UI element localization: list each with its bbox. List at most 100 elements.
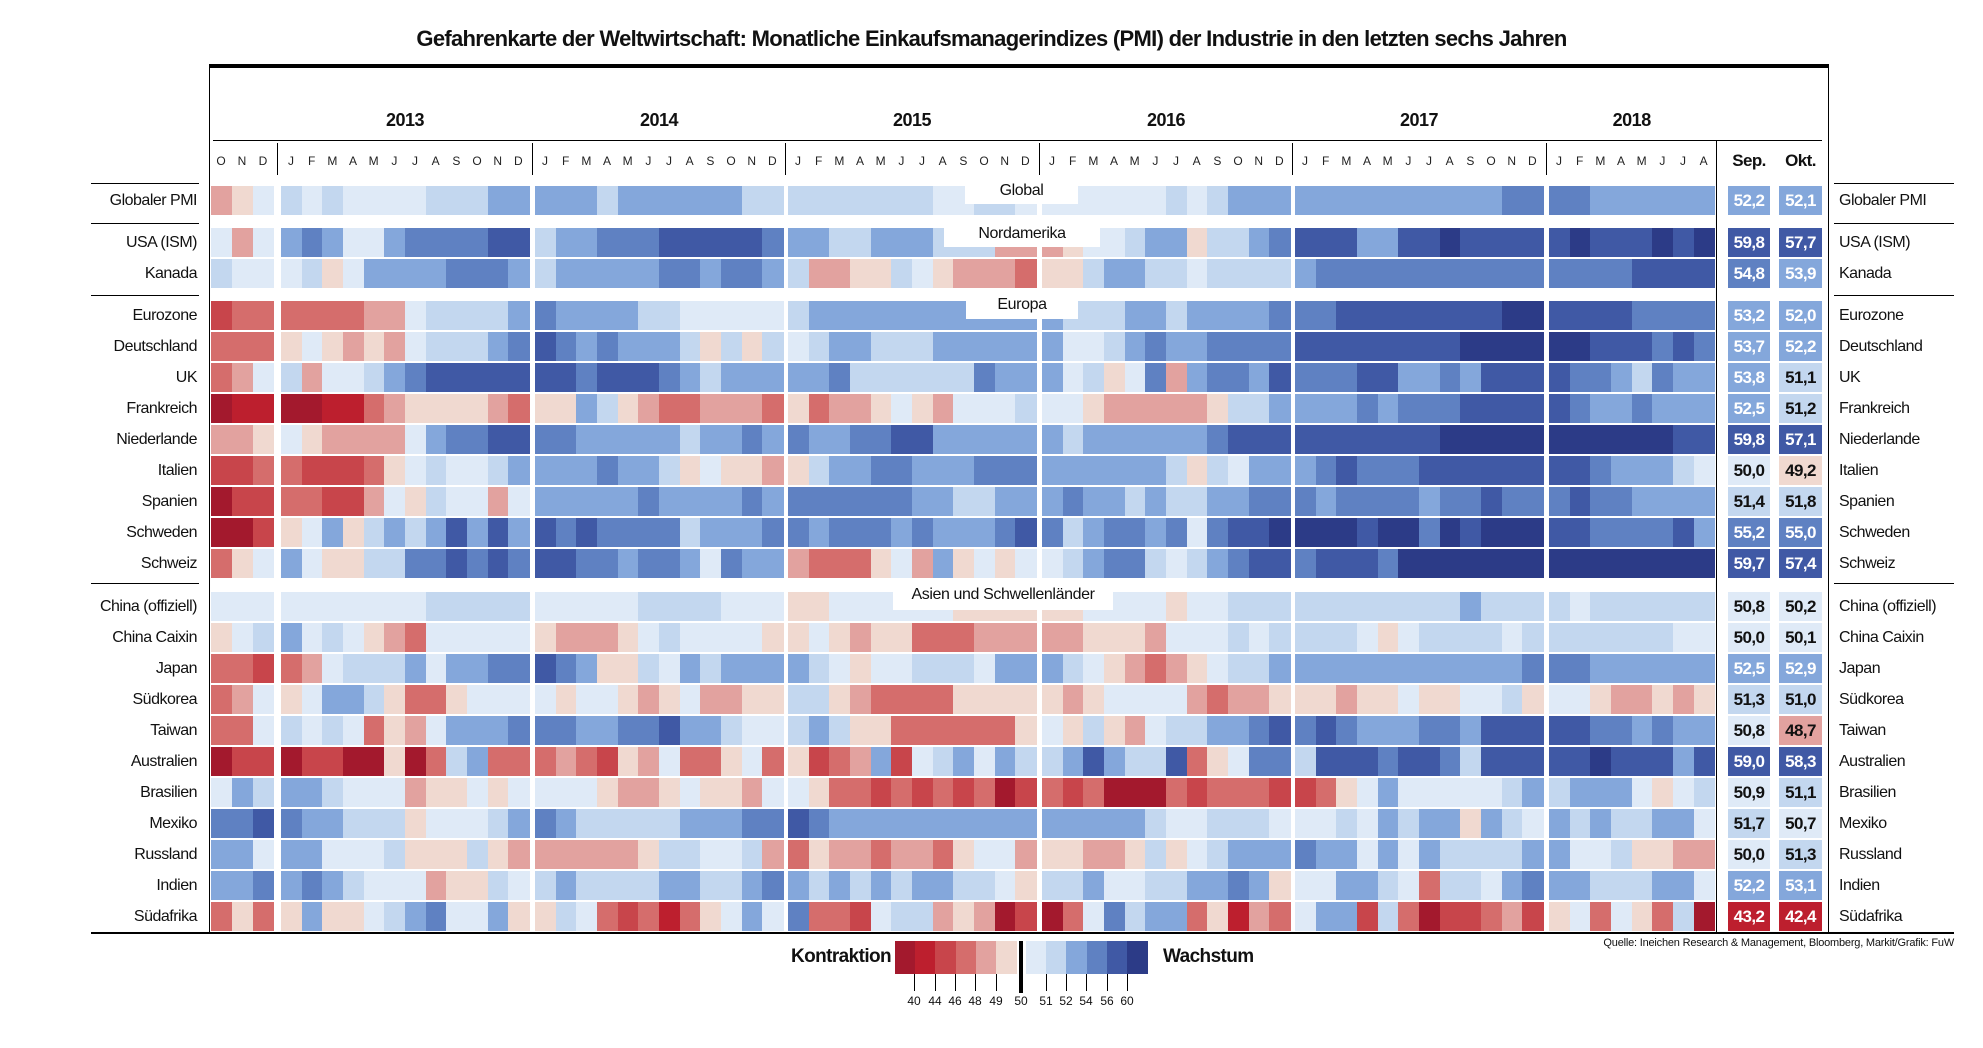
heatmap-cell: [1228, 622, 1250, 652]
heatmap-cell: [741, 839, 763, 869]
heatmap-cell: [1549, 185, 1571, 215]
heatmap-cell: [1460, 185, 1482, 215]
heatmap-cell: [1549, 258, 1571, 288]
value-cell-okt: 57,4: [1779, 548, 1822, 578]
heatmap-cell: [301, 746, 323, 776]
heatmap-cell: [1248, 185, 1270, 215]
heatmap-cell: [850, 258, 872, 288]
heatmap-cell: [405, 653, 427, 683]
heatmap-cell: [1295, 548, 1317, 578]
heatmap-cell: [322, 185, 344, 215]
heatmap-cell: [343, 715, 365, 745]
heatmap-cell: [597, 746, 619, 776]
heatmap-cell: [446, 684, 468, 714]
heatmap-cell: [555, 715, 577, 745]
heatmap-cell: [994, 684, 1016, 714]
month-letter: J: [391, 154, 398, 168]
heatmap-cell: [994, 258, 1016, 288]
heatmap-cell: [1439, 622, 1461, 652]
heatmap-cell: [788, 591, 810, 621]
heatmap-cell: [363, 517, 385, 547]
heatmap-cell: [829, 591, 851, 621]
value-cell-sep: 50,0: [1728, 455, 1770, 485]
heatmap-cell: [1439, 300, 1461, 330]
heatmap-cell: [487, 424, 509, 454]
heatmap-cell: [741, 227, 763, 257]
heatmap-cell: [322, 455, 344, 485]
heatmap-cell: [994, 870, 1016, 900]
row-label-right: Australien: [1839, 752, 1906, 770]
heatmap-cell: [1590, 424, 1612, 454]
value-cell-okt: 50,2: [1779, 591, 1822, 621]
heatmap-cell: [1166, 455, 1188, 485]
heatmap-cell: [1549, 808, 1571, 838]
heatmap-cell: [721, 870, 743, 900]
heatmap-cell: [1042, 715, 1064, 745]
heatmap-cell: [1439, 424, 1461, 454]
heatmap-cell: [891, 839, 913, 869]
month-letter: M: [1341, 154, 1352, 168]
heatmap-cell: [1549, 227, 1571, 257]
heatmap-cell: [1186, 424, 1208, 454]
month-letter: J: [645, 154, 652, 168]
heatmap-cell: [467, 746, 489, 776]
heatmap-cell: [508, 300, 530, 330]
heatmap-cell: [932, 362, 954, 392]
heatmap-cell: [1042, 424, 1064, 454]
heatmap-cell: [829, 622, 851, 652]
heatmap-cell: [891, 227, 913, 257]
heatmap-cell: [211, 517, 232, 547]
heatmap-cell: [1248, 591, 1270, 621]
heatmap-cell: [1460, 808, 1482, 838]
heatmap-cell: [1295, 746, 1317, 776]
month-letter: M: [622, 154, 633, 168]
heatmap-cell: [808, 424, 830, 454]
heatmap-cell: [253, 622, 274, 652]
heatmap-cell: [741, 870, 763, 900]
heatmap-cell: [1145, 746, 1167, 776]
heatmap-cell: [1083, 839, 1105, 869]
heatmap-cell: [555, 777, 577, 807]
row-label-right: Eurozone: [1839, 306, 1904, 324]
heatmap-cell: [1481, 653, 1503, 683]
heatmap-cell: [1145, 548, 1167, 578]
heatmap-cell: [1186, 548, 1208, 578]
heatmap-cell: [1269, 227, 1291, 257]
heatmap-cell: [1460, 258, 1482, 288]
heatmap-cell: [597, 331, 619, 361]
month-letter: M: [1636, 154, 1647, 168]
heatmap-cell: [1104, 393, 1126, 423]
bottom-baseline: [91, 932, 1954, 934]
month-letter: M: [327, 154, 338, 168]
heatmap-cell: [232, 258, 253, 288]
heatmap-cell: [508, 684, 530, 714]
heatmap-cell: [1248, 227, 1270, 257]
heatmap-cell: [1104, 424, 1126, 454]
row-label-left: Japan: [155, 659, 198, 677]
heatmap-cell: [232, 548, 253, 578]
heatmap-cell: [1248, 870, 1270, 900]
heatmap-cell: [211, 901, 232, 931]
chart-title: Gefahrenkarte der Weltwirtschaft: Monatl…: [416, 26, 1567, 51]
heatmap-cell: [1652, 185, 1674, 215]
legend-swatch: [895, 941, 916, 974]
heatmap-cell: [1104, 258, 1126, 288]
heatmap-cell: [1460, 901, 1482, 931]
heatmap-cell: [1166, 808, 1188, 838]
heatmap-cell: [829, 684, 851, 714]
heatmap-cell: [253, 486, 274, 516]
heatmap-cell: [808, 746, 830, 776]
month-letter: N: [493, 154, 503, 168]
heatmap-cell: [487, 185, 509, 215]
month-letter: O: [1486, 154, 1496, 168]
heatmap-cell: [762, 808, 784, 838]
heatmap-cell: [994, 424, 1016, 454]
heatmap-cell: [721, 300, 743, 330]
heatmap-cell: [912, 622, 934, 652]
heatmap-cell: [281, 622, 303, 652]
heatmap-cell: [253, 653, 274, 683]
heatmap-cell: [1166, 393, 1188, 423]
heatmap-cell: [1693, 653, 1715, 683]
heatmap-cell: [891, 362, 913, 392]
heatmap-cell: [467, 901, 489, 931]
